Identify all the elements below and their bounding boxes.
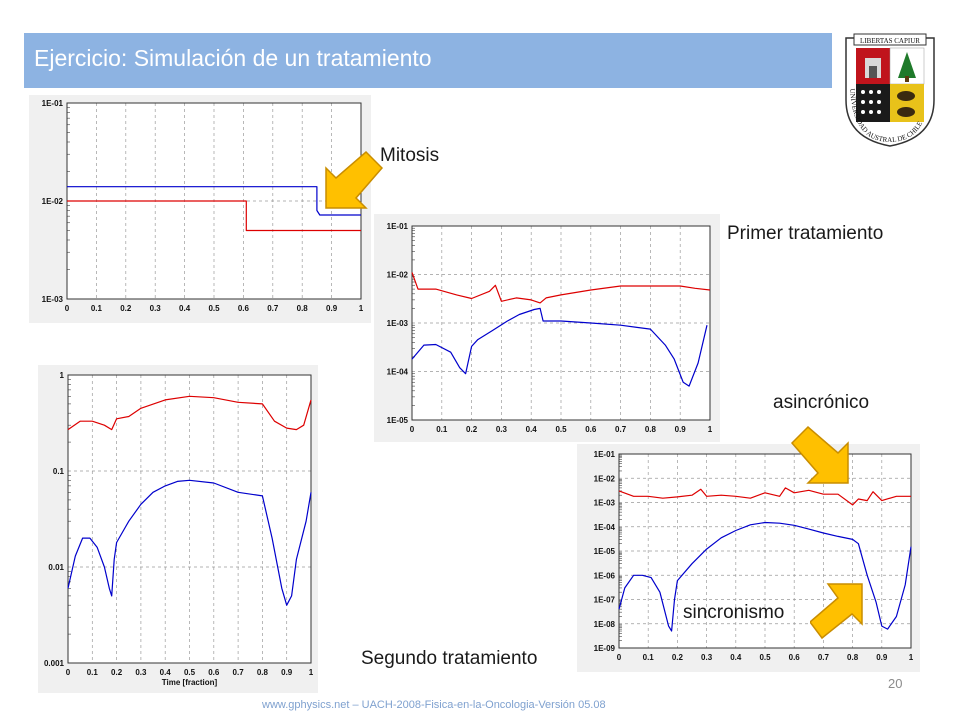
x-tick-label: 0.3 <box>150 304 162 313</box>
x-tick-label: 0.1 <box>436 425 448 434</box>
x-tick-label: 0.7 <box>615 425 627 434</box>
x-tick-label: 0.6 <box>789 653 801 662</box>
x-tick-label: 0 <box>66 668 71 677</box>
x-axis-label: Time [fraction] <box>162 678 218 687</box>
x-tick-label: 0.1 <box>91 304 103 313</box>
x-tick-label: 0 <box>410 425 415 434</box>
y-tick-label: 1E-02 <box>387 271 409 280</box>
series-line-1 <box>618 487 911 506</box>
series-line-2 <box>411 307 708 387</box>
x-tick-label: 0.6 <box>208 668 220 677</box>
x-tick-label: 0.1 <box>87 668 99 677</box>
plot-frame <box>67 374 312 664</box>
x-tick-label: 0.8 <box>847 653 859 662</box>
x-tick-label: 0.8 <box>297 304 309 313</box>
x-tick-label: 1 <box>359 304 364 313</box>
x-tick-label: 0.2 <box>111 668 123 677</box>
y-tick-label: 1E-02 <box>42 197 64 206</box>
x-tick-label: 0.8 <box>257 668 269 677</box>
plot-segundo-tratamiento-panel: 0 0.1 0.2 0.3 0.4 0.5 0.6 0.7 0.8 0.9 1 1 0.1 0.01 0.0… <box>38 365 318 693</box>
x-tick-label: 0.5 <box>759 653 771 662</box>
x-tick-label: 0.4 <box>526 425 538 434</box>
x-tick-label: 0.4 <box>730 653 742 662</box>
y-tick-label: 1E-03 <box>594 499 616 508</box>
slide-title: Ejercicio: Simulación de un tratamiento <box>34 45 432 71</box>
arrow-sincronismo-icon <box>810 583 863 640</box>
y-tick-label: 1E-02 <box>594 474 616 483</box>
label-asincronico: asincrónico <box>773 392 870 413</box>
x-tick-label: 0.5 <box>208 304 220 313</box>
series-line-1 <box>411 272 711 304</box>
x-tick-label: 0.9 <box>675 425 687 434</box>
label-mitosis: Mitosis <box>380 145 440 166</box>
x-tick-label: 0.4 <box>160 668 172 677</box>
label-sincronismo: sincronismo <box>683 602 785 623</box>
arrow-asincronico-icon <box>790 425 849 484</box>
x-tick-label: 0.1 <box>643 653 655 662</box>
y-tick-label: 1E-04 <box>594 523 616 532</box>
label-segundo-tratamiento: Segundo tratamiento <box>361 648 538 669</box>
y-tick-label: 1 <box>60 371 65 380</box>
university-crest-logo: LIBERTAS CAPIUR UNIVERSIDAD AUSTRAL DE C… <box>845 33 935 147</box>
y-tick-label: 1E-01 <box>42 99 64 108</box>
y-tick-label: 0.1 <box>53 467 65 476</box>
y-tick-label: 0.01 <box>48 563 64 572</box>
arrow-mitosis-icon <box>325 150 384 209</box>
y-tick-label: 1E-09 <box>594 644 616 653</box>
x-tick-label: 0.2 <box>672 653 684 662</box>
y-tick-label: 1E-03 <box>387 319 409 328</box>
x-tick-label: 0.3 <box>135 668 147 677</box>
x-tick-label: 0.7 <box>818 653 830 662</box>
x-tick-label: 0.5 <box>184 668 196 677</box>
x-tick-label: 0.7 <box>267 304 279 313</box>
plot-mitosis: 0 0.1 0.2 0.3 0.4 0.5 0.6 0.7 0.8 0.9 1 1E-01 1E-02 1… <box>42 99 364 313</box>
plot-primer-tratamiento-panel: 0 0.1 0.2 0.3 0.4 0.5 0.6 0.7 0.8 0.9 1 1E-01 1E-02 1… <box>374 214 720 442</box>
x-tick-label: 1 <box>708 425 713 434</box>
x-tick-label: 0.4 <box>179 304 191 313</box>
x-tick-label: 0.6 <box>238 304 250 313</box>
plot-primer-tratamiento: 0 0.1 0.2 0.3 0.4 0.5 0.6 0.7 0.8 0.9 1 1E-01 1E-02 1… <box>387 222 713 434</box>
y-tick-label: 1E-01 <box>387 222 409 231</box>
x-tick-label: 0.2 <box>120 304 132 313</box>
series-line-1 <box>67 395 312 431</box>
plot-segundo-tratamiento: 0 0.1 0.2 0.3 0.4 0.5 0.6 0.7 0.8 0.9 1 1 0.1 0.01 0.0… <box>44 371 314 687</box>
x-tick-label: 0.2 <box>466 425 478 434</box>
plot-frame <box>618 453 912 649</box>
x-tick-label: 0.8 <box>645 425 657 434</box>
x-tick-label: 0.3 <box>496 425 508 434</box>
y-tick-label: 1E-05 <box>594 547 616 556</box>
x-tick-label: 0.9 <box>281 668 293 677</box>
plot-frame <box>411 225 711 421</box>
x-tick-label: 0 <box>617 653 622 662</box>
x-tick-label: 1 <box>909 653 914 662</box>
x-tick-label: 0.6 <box>585 425 597 434</box>
page-number: 20 <box>888 676 903 691</box>
footer-text: www.gphysics.net – UACH-2008-Fisica-en-l… <box>262 699 606 711</box>
x-tick-label: 0 <box>65 304 70 313</box>
x-tick-label: 0.9 <box>876 653 888 662</box>
crest-motto: LIBERTAS CAPIUR <box>860 37 920 45</box>
x-tick-label: 1 <box>309 668 314 677</box>
y-tick-label: 0.001 <box>44 659 65 668</box>
series-line-2 <box>618 521 912 632</box>
y-tick-label: 1E-03 <box>42 295 64 304</box>
y-tick-label: 1E-01 <box>594 450 616 459</box>
plot-asincronico-panel: 0 0.1 0.2 0.3 0.4 0.5 0.6 0.7 0.8 0.9 1 1E-01 1E-02 1… <box>577 444 920 672</box>
series-line-2 <box>67 479 312 606</box>
title-bar: Ejercicio: Simulación de un tratamiento <box>24 33 832 88</box>
label-primer-tratamiento: Primer tratamiento <box>727 223 884 244</box>
y-tick-label: 1E-05 <box>387 416 409 425</box>
series-line-1 <box>67 186 361 216</box>
x-tick-label: 0.7 <box>233 668 245 677</box>
x-tick-label: 0.3 <box>701 653 713 662</box>
y-tick-label: 1E-04 <box>387 368 409 377</box>
x-tick-label: 0.5 <box>555 425 567 434</box>
y-tick-label: 1E-07 <box>594 596 616 605</box>
series-line-2 <box>67 200 361 232</box>
y-tick-label: 1E-08 <box>594 620 616 629</box>
x-tick-label: 0.9 <box>326 304 338 313</box>
plot-mitosis-panel: 0 0.1 0.2 0.3 0.4 0.5 0.6 0.7 0.8 0.9 1 1E-01 1E-02 1… <box>29 95 371 323</box>
y-tick-label: 1E-06 <box>594 571 616 580</box>
